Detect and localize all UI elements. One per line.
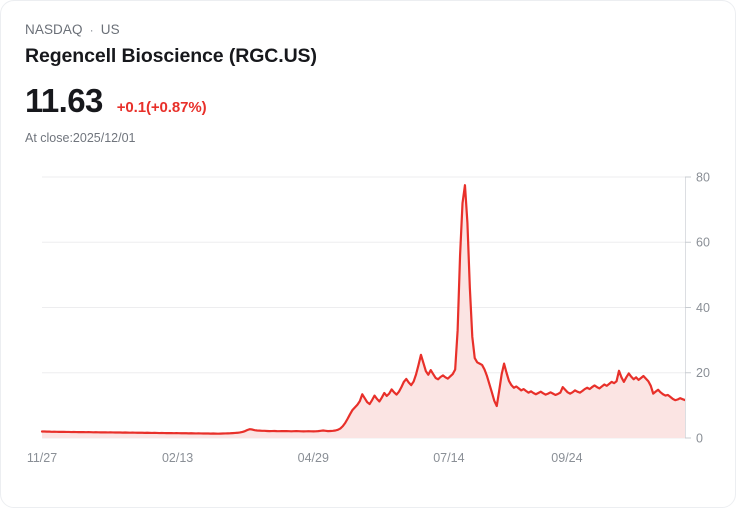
page-title: Regencell Bioscience (RGC.US)	[25, 45, 317, 67]
separator-dot: ·	[89, 23, 94, 37]
x-axis-label: 11/27	[27, 451, 57, 465]
y-axis-label: 40	[696, 301, 710, 315]
price-change: +0.1(+0.87%)	[116, 99, 207, 116]
y-axis-label: 20	[696, 366, 710, 380]
quote-row: 11.63 +0.1(+0.87%)	[25, 83, 711, 119]
y-axis-label: 80	[696, 170, 710, 184]
y-axis-ticks	[685, 176, 691, 439]
x-axis-label: 09/24	[551, 451, 582, 465]
y-axis-labels: 0 20 40 60 80	[696, 170, 710, 445]
y-axis-label: 60	[696, 236, 710, 250]
price-line	[40, 184, 687, 435]
quote-header: NASDAQ · US Regencell Bioscience (RGC.US…	[1, 1, 735, 146]
close-timestamp: At close:2025/12/01	[25, 131, 136, 145]
price-area-fill	[42, 185, 685, 438]
exchange-name: NASDAQ	[25, 22, 83, 37]
price-chart[interactable]: 0 20 40 60 80 11/27 02/13 04/29 07/14 09/24	[1, 161, 736, 508]
x-axis-label: 02/13	[162, 451, 193, 465]
current-price: 11.63	[25, 82, 103, 119]
region-label: US	[100, 22, 120, 37]
x-axis-labels: 11/27 02/13 04/29 07/14 09/24	[27, 451, 583, 465]
y-axis-label: 0	[696, 431, 703, 445]
x-axis-label: 07/14	[433, 451, 464, 465]
price-chart-svg[interactable]: 0 20 40 60 80 11/27 02/13 04/29 07/14 09/24	[1, 161, 736, 508]
exchange-row: NASDAQ · US	[25, 21, 711, 39]
x-axis-label: 04/29	[298, 451, 329, 465]
